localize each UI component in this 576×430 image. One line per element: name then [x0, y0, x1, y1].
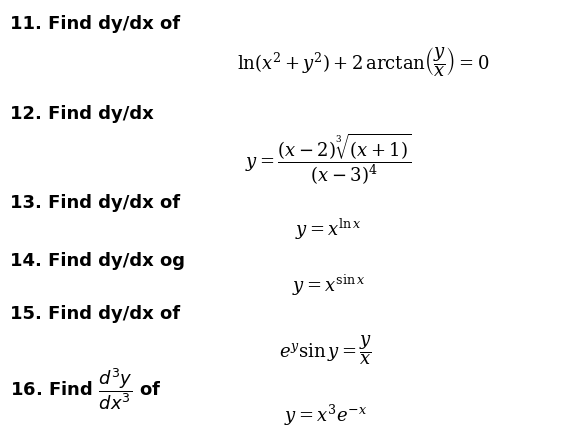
Text: $y = x^3 e^{-x}$: $y = x^3 e^{-x}$ — [284, 403, 367, 428]
Text: $y = x^{\ln x}$: $y = x^{\ln x}$ — [295, 217, 362, 243]
Text: $y = \dfrac{(x-2)\sqrt[3]{(x+1)}}{(x-3)^4}$: $y = \dfrac{(x-2)\sqrt[3]{(x+1)}}{(x-3)^… — [245, 131, 412, 187]
Text: $e^y \sin y = \dfrac{y}{x}$: $e^y \sin y = \dfrac{y}{x}$ — [279, 333, 372, 367]
Text: 12. Find dy/dx: 12. Find dy/dx — [10, 105, 154, 123]
Text: 15. Find dy/dx of: 15. Find dy/dx of — [10, 305, 180, 323]
Text: $y = x^{\sin x}$: $y = x^{\sin x}$ — [291, 273, 365, 298]
Text: 13. Find dy/dx of: 13. Find dy/dx of — [10, 194, 180, 212]
Text: 16. Find $\dfrac{d^3y}{dx^3}$ of: 16. Find $\dfrac{d^3y}{dx^3}$ of — [10, 366, 162, 412]
Text: $\ln(x^2 + y^2) + 2\,\mathrm{arctan}\left(\dfrac{y}{x}\right) = 0$: $\ln(x^2 + y^2) + 2\,\mathrm{arctan}\lef… — [237, 45, 489, 79]
Text: 11. Find dy/dx of: 11. Find dy/dx of — [10, 15, 180, 33]
Text: 14. Find dy/dx og: 14. Find dy/dx og — [10, 252, 185, 270]
